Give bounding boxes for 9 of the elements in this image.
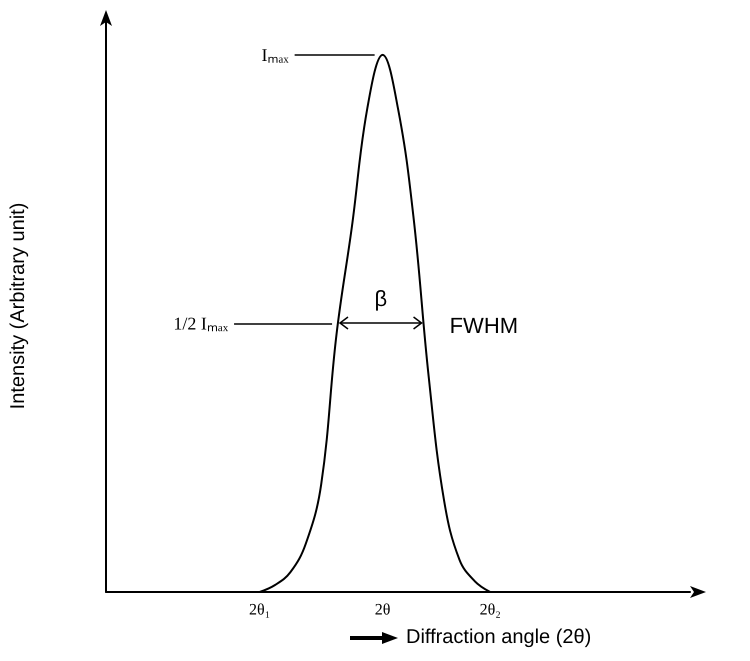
x-tick-label: 2θ (374, 602, 390, 618)
annotation: FWHM (450, 312, 518, 338)
x-tick-label: 2θ₁ (249, 602, 270, 618)
x-tick-label: 2θ₂ (480, 602, 501, 618)
annotation: Iₘₐₓ (261, 44, 290, 65)
x-axis-title: Diffraction angle (2θ) (406, 626, 592, 649)
annotation: β (374, 286, 388, 311)
y-axis-title: Intensity (Arbitrary unit) (7, 202, 29, 410)
annotation: 1/2 Iₘₐₓ (173, 313, 229, 334)
